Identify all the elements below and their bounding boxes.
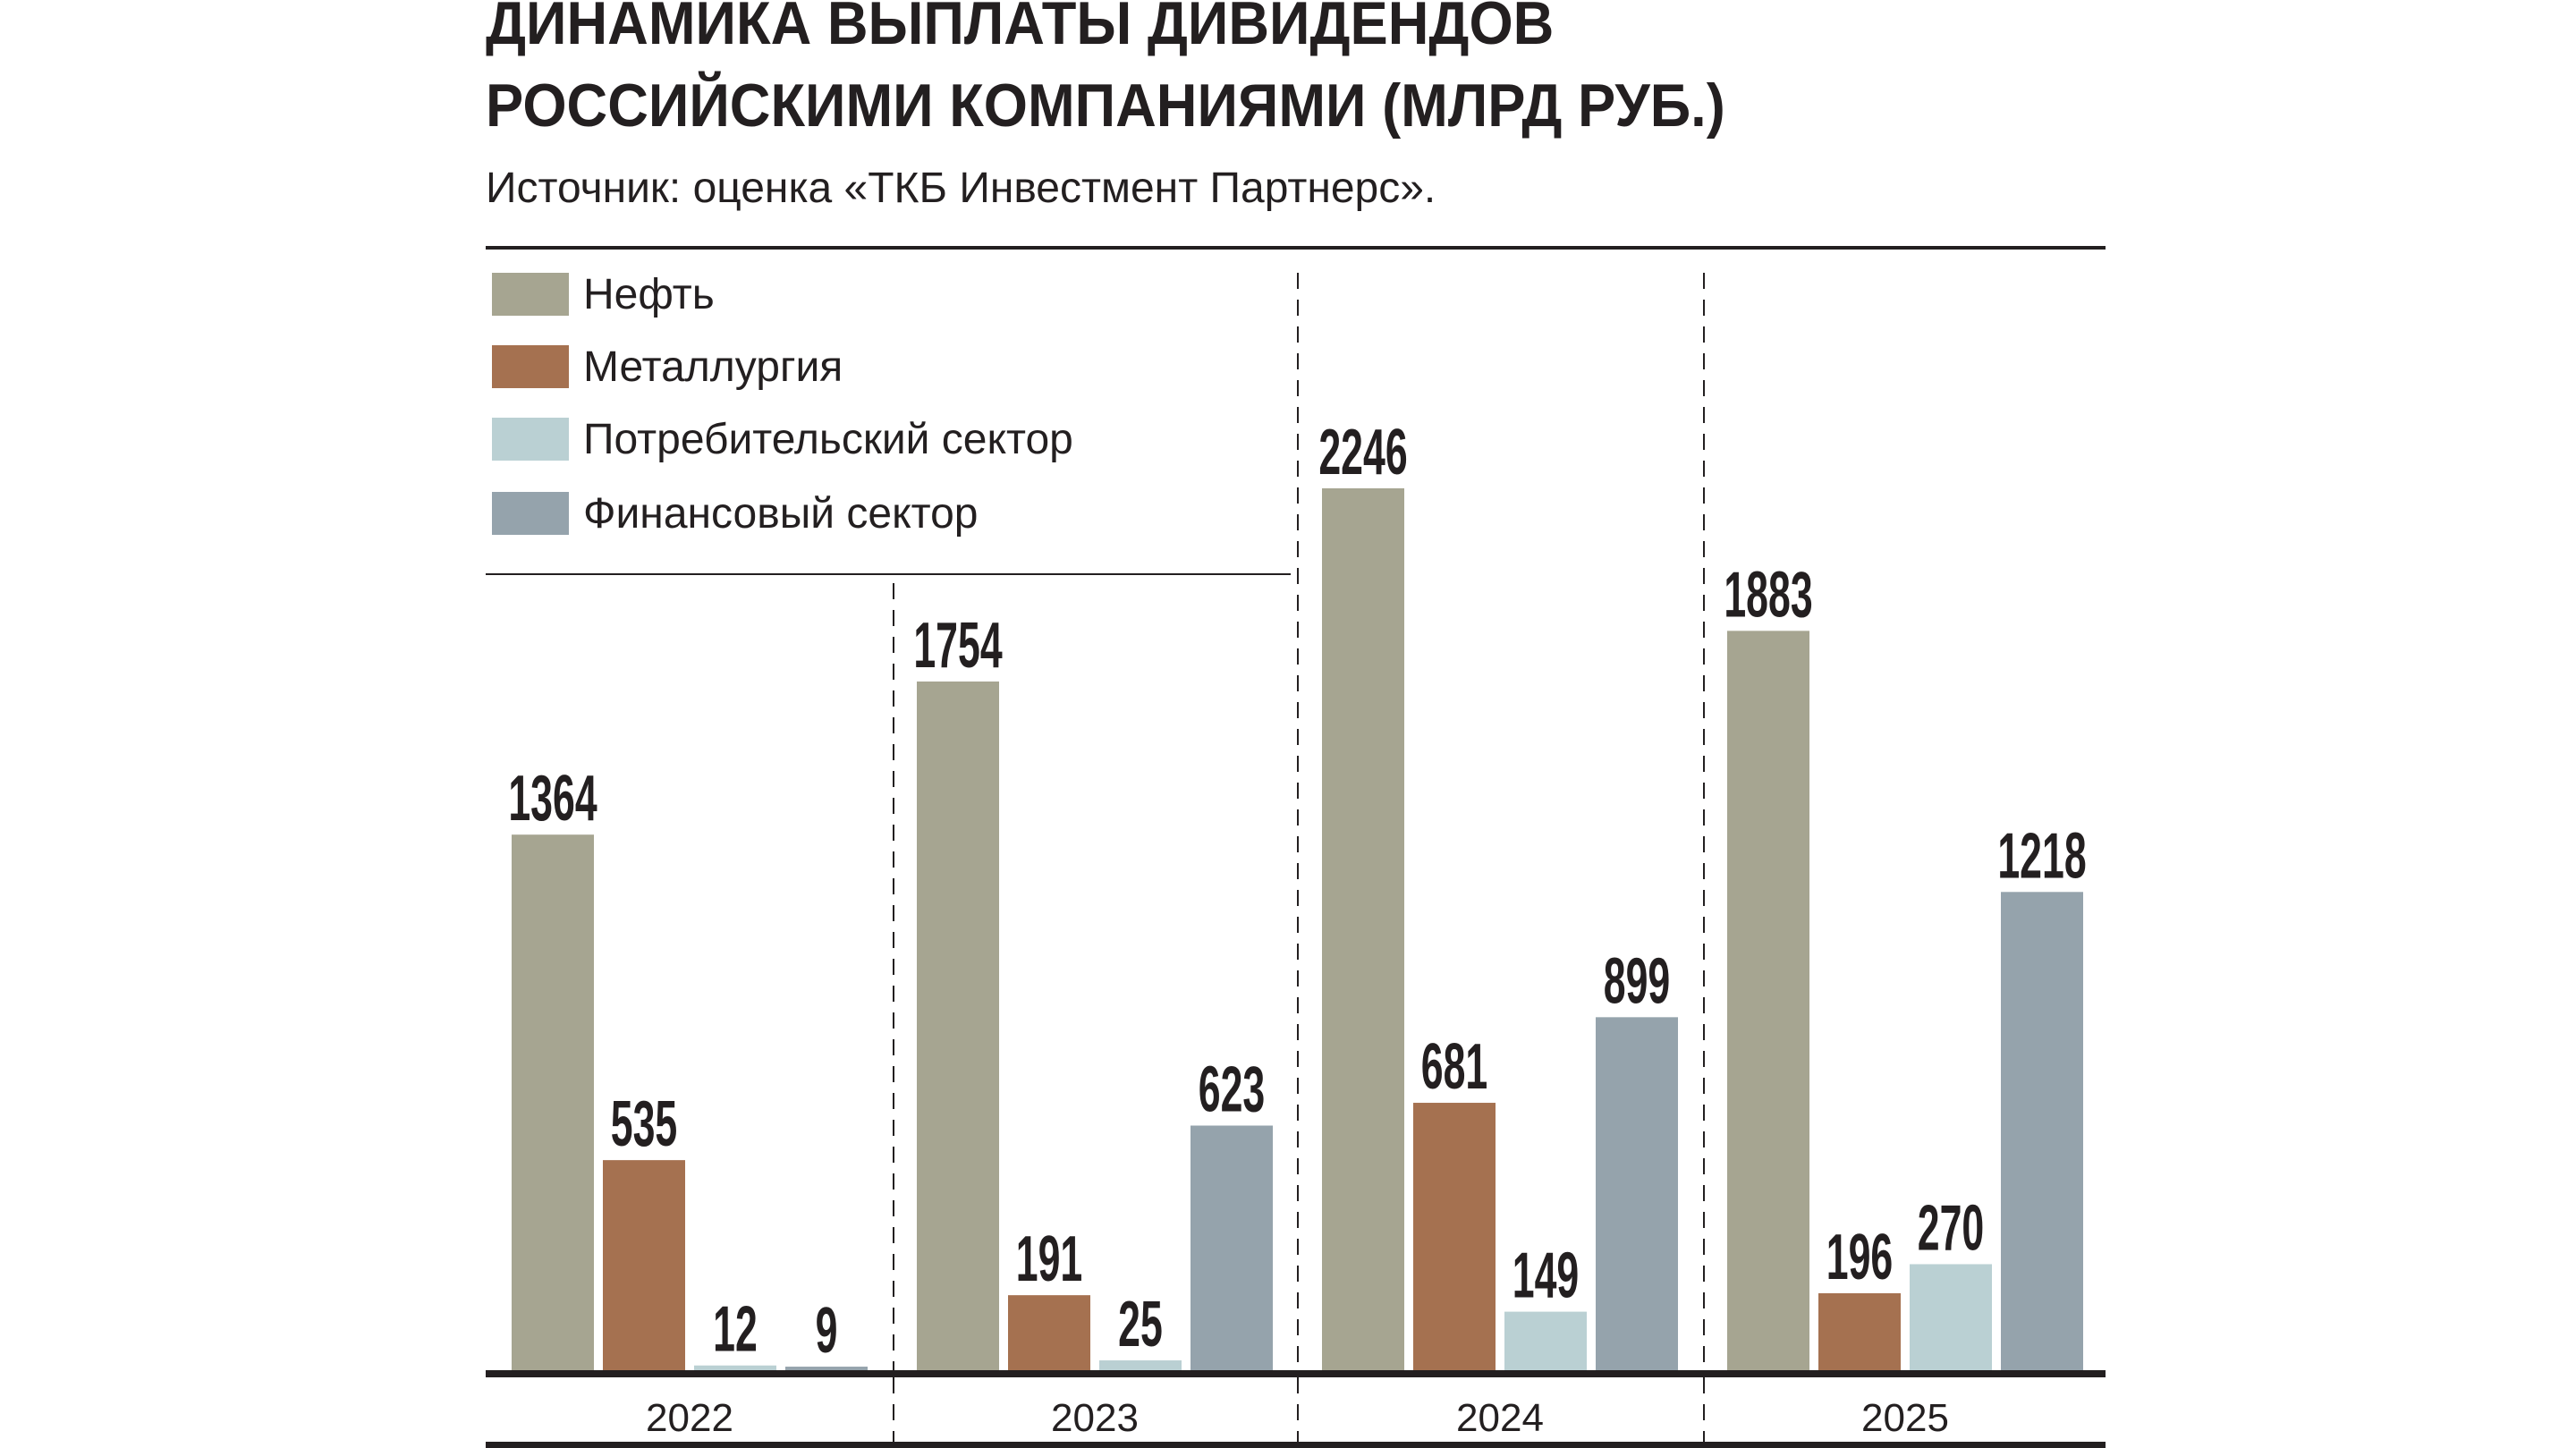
data-label: 12: [713, 1293, 758, 1366]
bar: [2001, 892, 2083, 1370]
data-label: 2246: [1318, 416, 1407, 488]
data-label: 1754: [913, 609, 1002, 682]
chart-title-line-2: РОССИЙСКИМИ КОМПАНИЯМИ (МЛРД РУБ.): [486, 72, 1725, 140]
data-label: 149: [1513, 1240, 1579, 1312]
data-label: 196: [1826, 1221, 1893, 1293]
bar: [1596, 1017, 1678, 1370]
x-tick-label: 2022: [646, 1396, 733, 1440]
x-tick-label: 2024: [1456, 1396, 1544, 1440]
data-label: 899: [1604, 944, 1670, 1017]
data-label: 1364: [508, 762, 597, 834]
legend-label: Финансовый сектор: [583, 489, 979, 538]
legend-label: Нефть: [583, 270, 715, 318]
legend-swatch: [492, 345, 569, 388]
data-label: 681: [1421, 1030, 1487, 1103]
data-label: 535: [611, 1088, 677, 1160]
data-label: 1883: [1724, 558, 1812, 631]
bar: [512, 834, 594, 1370]
legend-label: Металлургия: [583, 343, 843, 391]
data-label: 1218: [1997, 819, 2086, 892]
bar: [1099, 1360, 1182, 1370]
bar: [1504, 1311, 1587, 1370]
x-tick-label: 2023: [1051, 1396, 1139, 1440]
legend-swatch: [492, 492, 569, 535]
bar: [603, 1160, 685, 1370]
legend-item: Металлургия: [492, 343, 843, 391]
legend-swatch: [492, 418, 569, 461]
bar: [1818, 1292, 1901, 1370]
top-rule: [486, 246, 2106, 250]
legend-divider: [486, 573, 1291, 575]
bar: [694, 1365, 776, 1370]
bar: [1008, 1295, 1090, 1370]
chart-title-line-1: ДИНАМИКА ВЫПЛАТЫ ДИВИДЕНДОВ: [486, 0, 1555, 57]
bar: [1413, 1103, 1496, 1370]
legend-label: Потребительский сектор: [583, 415, 1073, 463]
legend-item: Нефть: [492, 270, 715, 318]
data-label: 270: [1918, 1192, 1984, 1265]
bar: [785, 1367, 868, 1370]
data-label: 9: [816, 1294, 838, 1367]
bar: [1727, 631, 1809, 1370]
bottom-rule: [486, 1442, 2106, 1448]
data-label: 25: [1118, 1288, 1163, 1360]
data-label: 623: [1199, 1054, 1265, 1126]
legend-swatch: [492, 273, 569, 316]
x-tick-label: 2025: [1861, 1396, 1949, 1440]
bar: [1191, 1125, 1273, 1370]
chart-subtitle: Источник: оценка «ТКБ Инвестмент Партнер…: [486, 165, 1436, 212]
bar: [1910, 1264, 1992, 1370]
data-label: 191: [1016, 1223, 1082, 1295]
legend-item: Финансовый сектор: [492, 489, 979, 538]
x-axis-baseline: [486, 1370, 2106, 1377]
legend-item: Потребительский сектор: [492, 415, 1073, 463]
bar: [917, 681, 999, 1370]
bar: [1322, 488, 1404, 1370]
